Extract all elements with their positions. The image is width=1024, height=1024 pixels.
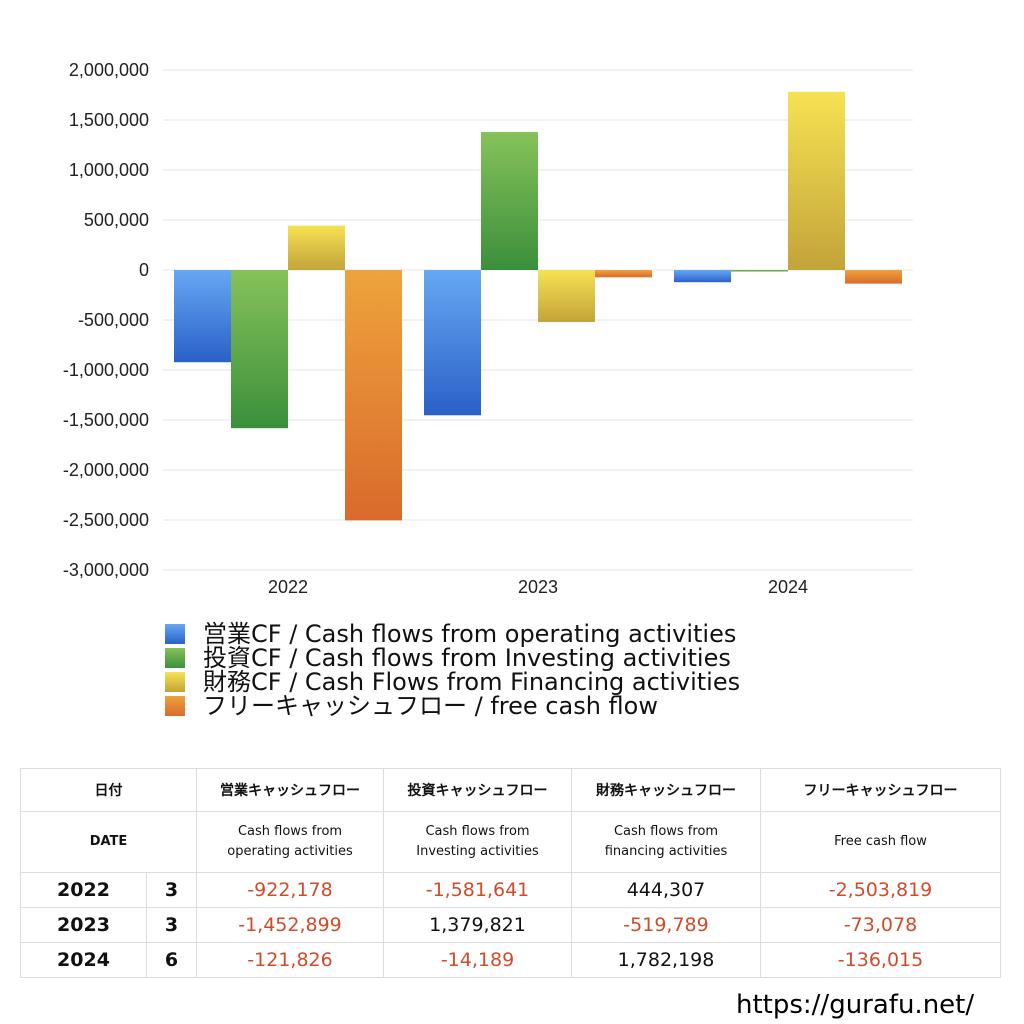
row-year: 2022 (20, 872, 147, 908)
x-tick-label: 2024 (768, 577, 808, 597)
y-tick-label: -2,500,000 (63, 510, 149, 530)
row-year: 2024 (20, 942, 147, 978)
bars (174, 91, 902, 521)
legend-item-operating: 営業CF / Cash flows from operating activit… (165, 622, 740, 646)
row-month: 6 (146, 942, 197, 978)
bar-2023-series-1 (481, 132, 538, 270)
row-year: 2023 (20, 907, 147, 943)
legend-label-operating: 営業CF / Cash flows from operating activit… (203, 620, 737, 648)
y-tick-label: -1,000,000 (63, 360, 149, 380)
table-row: 2024 6 -121,826 -14,189 1,782,198 -136,0… (20, 942, 1001, 978)
y-axis-tick-labels: 2,000,000 1,500,000 1,000,000 500,000 0 -500,… (63, 60, 149, 580)
legend-item-free: フリーキャッシュフロー / free cash flow (165, 694, 740, 718)
y-tick-label: -1,500,000 (63, 410, 149, 430)
y-tick-label: -2,000,000 (63, 460, 149, 480)
cell-operating: -1,452,899 (196, 907, 384, 943)
x-axis-tick-labels: 2022 2023 2024 (268, 577, 808, 597)
header-investing-en: Cash flows from Investing activities (383, 811, 572, 873)
header-financing-ja: 財務キャッシュフロー (571, 768, 761, 812)
bar-2024-series-1 (731, 270, 788, 272)
header-free-en: Free cash flow (760, 811, 1001, 873)
y-tick-label: -3,000,000 (63, 560, 149, 580)
x-tick-label: 2022 (268, 577, 308, 597)
cell-investing: 1,379,821 (383, 907, 572, 943)
cell-investing: -1,581,641 (383, 872, 572, 908)
header-date-ja: 日付 (20, 768, 197, 812)
y-tick-label: 0 (139, 260, 149, 280)
cell-operating: -922,178 (196, 872, 384, 908)
x-tick-label: 2023 (518, 577, 558, 597)
cell-free: -136,015 (760, 942, 1001, 978)
legend-label-free: フリーキャッシュフロー / free cash flow (203, 692, 658, 720)
header-investing-ja: 投資キャッシュフロー (383, 768, 572, 812)
bar-2023-series-3 (595, 270, 652, 278)
bar-2022-series-3 (345, 270, 402, 521)
bar-2024-series-3 (845, 270, 902, 284)
cell-free: -2,503,819 (760, 872, 1001, 908)
table-row: 2023 3 -1,452,899 1,379,821 -519,789 -73… (20, 907, 1001, 943)
y-tick-label: 2,000,000 (69, 60, 149, 80)
bar-2022-series-2 (288, 225, 345, 270)
table-header-row-en: DATE Cash flows from operating activitie… (20, 811, 1001, 873)
bar-2024-series-2 (788, 91, 845, 270)
cell-financing: 1,782,198 (571, 942, 761, 978)
header-free-ja: フリーキャッシュフロー (760, 768, 1001, 812)
table-header-row-ja: 日付 営業キャッシュフロー 投資キャッシュフロー 財務キャッシュフロー フリーキ… (20, 768, 1001, 812)
source-url[interactable]: https://gurafu.net/ (736, 990, 975, 1020)
bar-2022-series-0 (174, 270, 231, 363)
legend-swatch-investing (165, 648, 185, 668)
y-tick-label: 1,500,000 (69, 110, 149, 130)
legend-swatch-operating (165, 624, 185, 644)
y-tick-label: 1,000,000 (69, 160, 149, 180)
legend-swatch-free (165, 696, 185, 716)
header-financing-en: Cash flows from financing activities (571, 811, 761, 873)
header-operating-ja: 営業キャッシュフロー (196, 768, 384, 812)
cell-operating: -121,826 (196, 942, 384, 978)
cash-flow-table: 日付 営業キャッシュフロー 投資キャッシュフロー 財務キャッシュフロー フリーキ… (20, 768, 1001, 978)
legend-label-investing: 投資CF / Cash flows from Investing activit… (203, 644, 731, 672)
bar-2023-series-2 (538, 270, 595, 322)
bar-2024-series-0 (674, 270, 731, 283)
row-month: 3 (146, 872, 197, 908)
cell-financing: -519,789 (571, 907, 761, 943)
cash-flow-bar-chart: 2,000,000 1,500,000 1,000,000 500,000 0 -500,… (63, 60, 913, 597)
y-tick-label: 500,000 (84, 210, 149, 230)
header-operating-en: Cash flows from operating activities (196, 811, 384, 873)
cell-free: -73,078 (760, 907, 1001, 943)
legend-item-investing: 投資CF / Cash flows from Investing activit… (165, 646, 740, 670)
legend-label-financing: 財務CF / Cash Flows from Financing activit… (203, 668, 741, 696)
table-row: 2022 3 -922,178 -1,581,641 444,307 -2,50… (20, 872, 1001, 908)
bar-2022-series-1 (231, 270, 288, 429)
bar-2023-series-0 (424, 270, 481, 416)
cell-financing: 444,307 (571, 872, 761, 908)
chart-legend: 営業CF / Cash flows from operating activit… (165, 622, 740, 718)
legend-swatch-financing (165, 672, 185, 692)
row-month: 3 (146, 907, 197, 943)
legend-item-financing: 財務CF / Cash Flows from Financing activit… (165, 670, 740, 694)
y-tick-label: -500,000 (78, 310, 149, 330)
cell-investing: -14,189 (383, 942, 572, 978)
header-date-en: DATE (20, 811, 197, 873)
